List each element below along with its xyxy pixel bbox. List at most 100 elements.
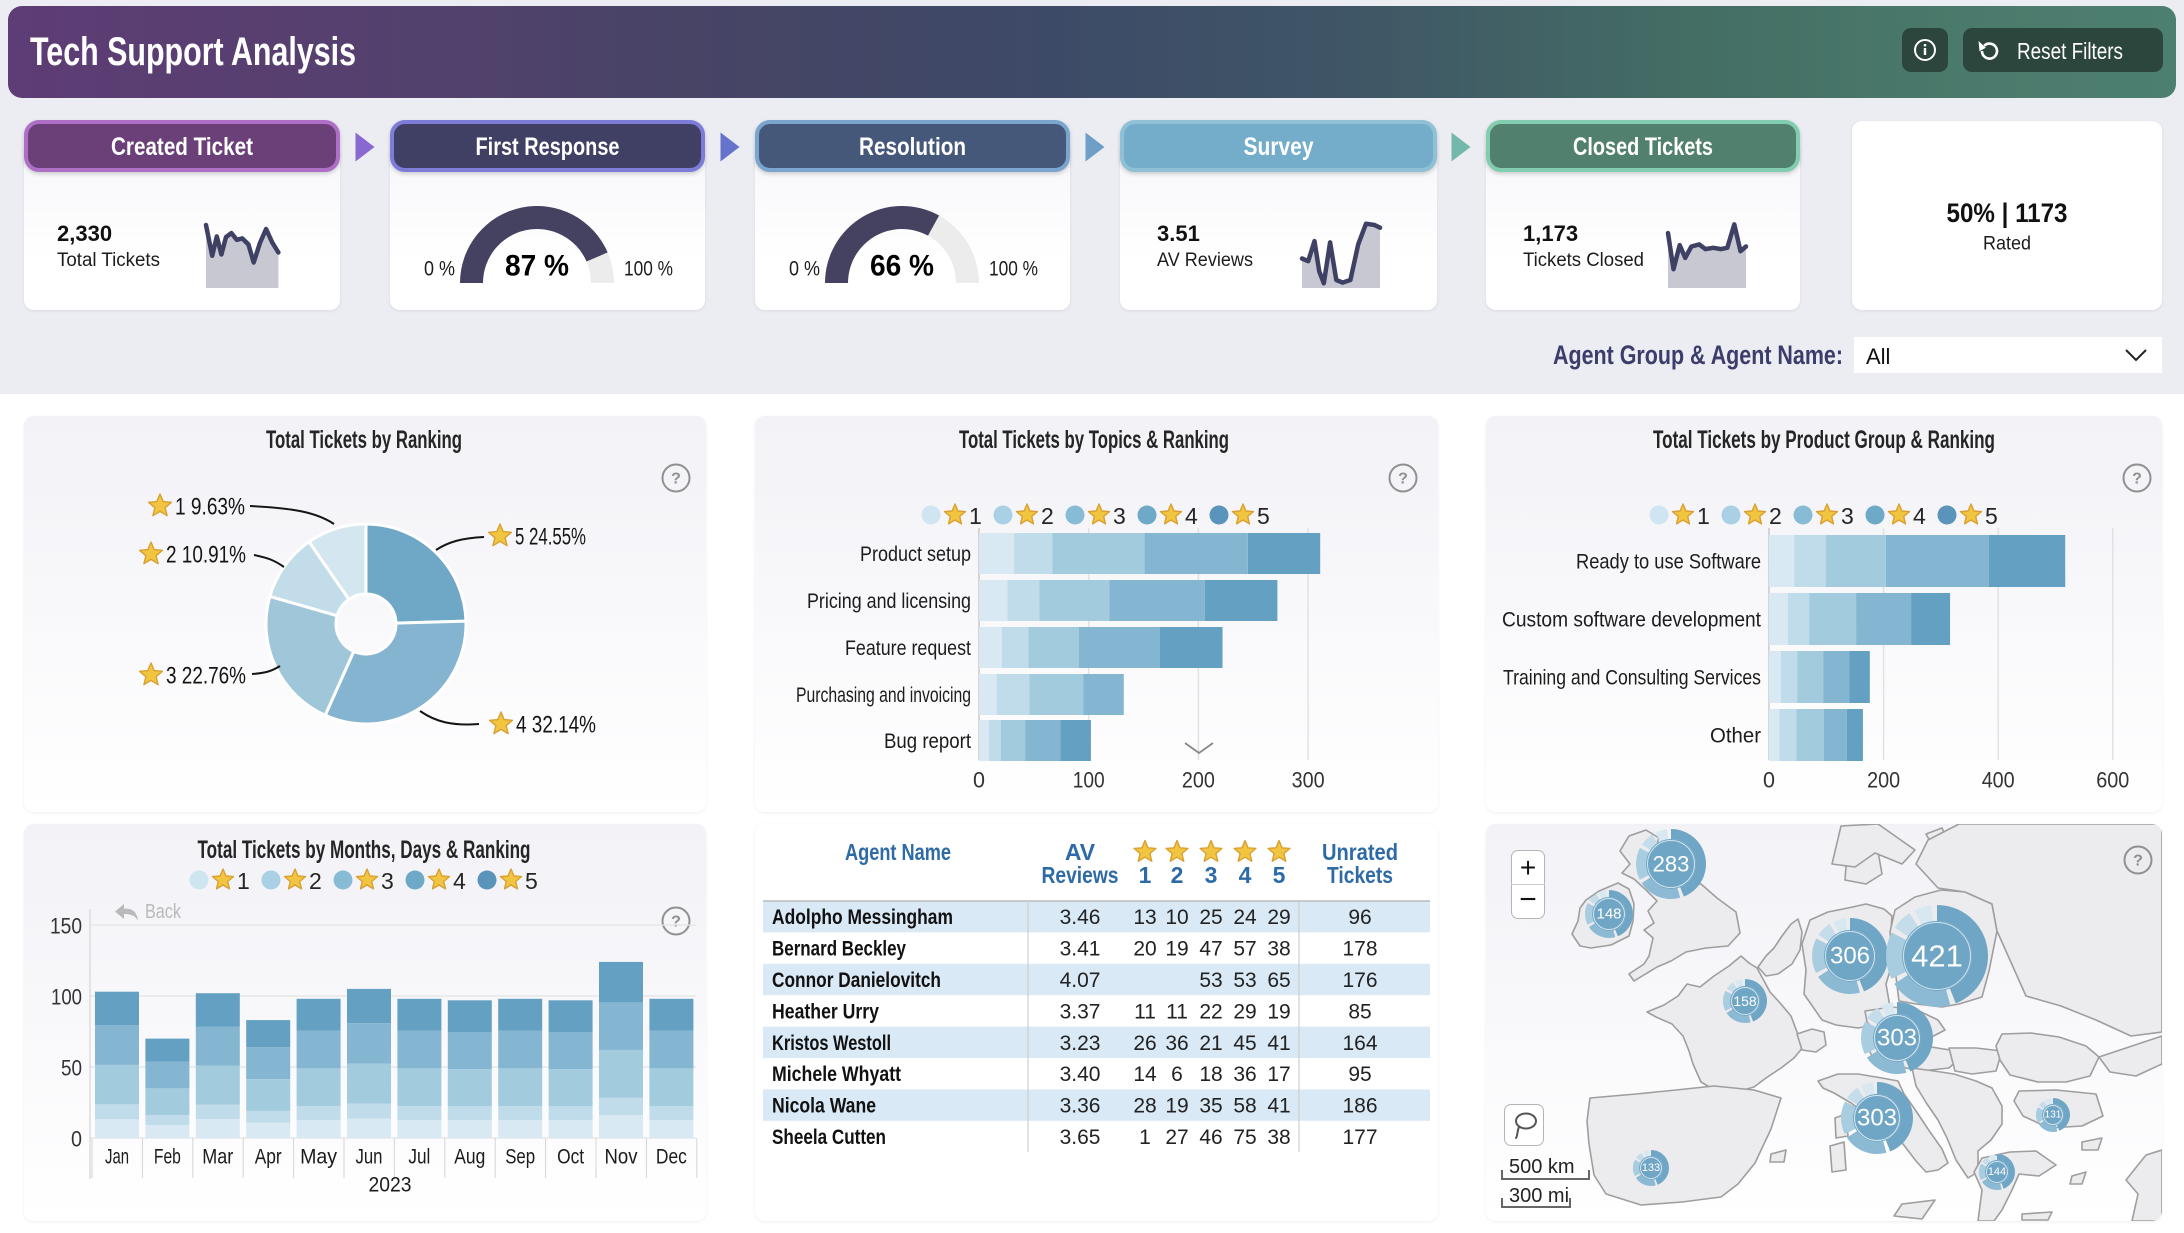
svg-text:Back: Back: [145, 901, 182, 923]
svg-text:Purchasing and invoicing: Purchasing and invoicing: [796, 684, 971, 707]
svg-text:158: 158: [1733, 993, 1757, 1009]
svg-text:96: 96: [1348, 906, 1371, 929]
svg-text:177: 177: [1342, 1126, 1377, 1149]
svg-text:5: 5: [525, 868, 538, 894]
svg-text:148: 148: [1596, 906, 1621, 923]
svg-text:3 22.76%: 3 22.76%: [166, 663, 246, 690]
svg-text:Sheela Cutten: Sheela Cutten: [772, 1126, 886, 1149]
svg-text:53: 53: [1199, 969, 1222, 992]
svg-text:Dec: Dec: [656, 1146, 687, 1169]
svg-text:4.07: 4.07: [1060, 969, 1101, 992]
svg-text:600: 600: [2096, 768, 2129, 793]
svg-text:Unrated: Unrated: [1322, 839, 1398, 865]
svg-text:24: 24: [1233, 906, 1257, 929]
svg-text:?: ?: [2132, 471, 2142, 488]
svg-text:22: 22: [1199, 1000, 1222, 1023]
svg-text:400: 400: [1982, 768, 2015, 793]
svg-text:45: 45: [1233, 1032, 1256, 1055]
svg-text:6: 6: [1171, 1063, 1183, 1086]
svg-text:2 10.91%: 2 10.91%: [166, 542, 246, 569]
svg-text:Jun: Jun: [356, 1146, 383, 1169]
svg-text:17: 17: [1267, 1063, 1290, 1086]
svg-text:3.36: 3.36: [1060, 1095, 1101, 1118]
svg-text:Resolution: Resolution: [859, 133, 966, 161]
svg-text:38: 38: [1267, 1126, 1290, 1149]
svg-text:2023: 2023: [369, 1174, 412, 1197]
svg-text:25: 25: [1199, 906, 1222, 929]
svg-text:Tickets Closed: Tickets Closed: [1523, 250, 1644, 271]
svg-text:21: 21: [1199, 1032, 1222, 1055]
svg-text:200: 200: [1182, 768, 1215, 793]
svg-text:?: ?: [1398, 471, 1408, 488]
svg-text:3.40: 3.40: [1060, 1063, 1101, 1086]
svg-text:4 32.14%: 4 32.14%: [516, 712, 596, 739]
svg-text:Training and Consulting Servic: Training and Consulting Services: [1503, 667, 1761, 690]
svg-text:4: 4: [453, 868, 466, 894]
svg-text:0 %: 0 %: [424, 258, 455, 281]
svg-text:3: 3: [1841, 503, 1854, 529]
svg-text:5: 5: [1985, 503, 1998, 529]
svg-text:1: 1: [237, 868, 250, 894]
svg-text:50: 50: [61, 1056, 82, 1081]
svg-text:Feature request: Feature request: [845, 637, 971, 660]
svg-text:5: 5: [1257, 503, 1270, 529]
svg-text:283: 283: [1653, 852, 1690, 877]
svg-text:19: 19: [1165, 938, 1188, 961]
svg-text:3: 3: [381, 868, 394, 894]
svg-text:26: 26: [1133, 1032, 1156, 1055]
svg-text:Heather Urry: Heather Urry: [772, 1000, 879, 1023]
svg-text:Total Tickets: Total Tickets: [57, 250, 160, 271]
svg-text:Product setup: Product setup: [860, 543, 971, 566]
svg-text:36: 36: [1165, 1032, 1188, 1055]
svg-text:Aug: Aug: [454, 1146, 485, 1169]
svg-text:150: 150: [50, 914, 82, 939]
svg-text:303: 303: [1857, 1105, 1897, 1132]
svg-text:Michele Whyatt: Michele Whyatt: [772, 1063, 901, 1086]
svg-text:0: 0: [71, 1127, 82, 1152]
svg-text:Created Ticket: Created Ticket: [111, 133, 254, 161]
svg-text:AV Reviews: AV Reviews: [1157, 250, 1253, 271]
svg-text:Jan: Jan: [105, 1146, 129, 1169]
svg-text:Pricing and licensing: Pricing and licensing: [807, 590, 971, 613]
svg-text:Total Tickets by Topics & Rank: Total Tickets by Topics & Ranking: [959, 426, 1229, 454]
svg-text:85: 85: [1348, 1000, 1371, 1023]
svg-text:0 %: 0 %: [789, 258, 820, 281]
svg-text:65: 65: [1267, 969, 1290, 992]
svg-text:AV: AV: [1065, 839, 1096, 865]
svg-text:53: 53: [1233, 969, 1256, 992]
svg-text:Ready to use Software: Ready to use Software: [1576, 551, 1761, 574]
svg-text:3.23: 3.23: [1060, 1032, 1101, 1055]
svg-text:3: 3: [1205, 862, 1218, 888]
svg-text:100: 100: [51, 985, 82, 1010]
svg-text:Bug report: Bug report: [884, 730, 971, 753]
svg-text:Oct: Oct: [557, 1146, 584, 1169]
svg-text:176: 176: [1342, 969, 1377, 992]
svg-text:Tech Support Analysis: Tech Support Analysis: [30, 30, 356, 74]
svg-text:95: 95: [1348, 1063, 1371, 1086]
svg-text:3: 3: [1113, 503, 1126, 529]
svg-text:19: 19: [1165, 1095, 1188, 1118]
svg-text:1 9.63%: 1 9.63%: [175, 494, 245, 521]
svg-text:Sep: Sep: [505, 1146, 535, 1169]
svg-text:Agent Group & Agent Name:: Agent Group & Agent Name:: [1553, 340, 1843, 370]
svg-text:?: ?: [671, 471, 681, 488]
svg-text:41: 41: [1267, 1032, 1290, 1055]
svg-text:11: 11: [1134, 1000, 1156, 1023]
svg-text:20: 20: [1133, 938, 1156, 961]
svg-text:Reviews: Reviews: [1042, 862, 1119, 888]
svg-text:13: 13: [1133, 906, 1156, 929]
svg-text:144: 144: [1988, 1166, 2006, 1178]
svg-text:35: 35: [1199, 1095, 1222, 1118]
svg-text:29: 29: [1267, 906, 1290, 929]
svg-text:200: 200: [1867, 768, 1900, 793]
svg-text:May: May: [300, 1146, 337, 1169]
svg-text:4: 4: [1913, 503, 1926, 529]
svg-text:10: 10: [1165, 906, 1188, 929]
svg-text:5 24.55%: 5 24.55%: [515, 524, 586, 551]
svg-text:28: 28: [1133, 1095, 1156, 1118]
svg-text:Closed Tickets: Closed Tickets: [1573, 133, 1713, 161]
svg-text:41: 41: [1267, 1095, 1290, 1118]
svg-text:36: 36: [1233, 1063, 1256, 1086]
svg-text:Bernard Beckley: Bernard Beckley: [772, 938, 906, 961]
svg-text:58: 58: [1233, 1095, 1256, 1118]
